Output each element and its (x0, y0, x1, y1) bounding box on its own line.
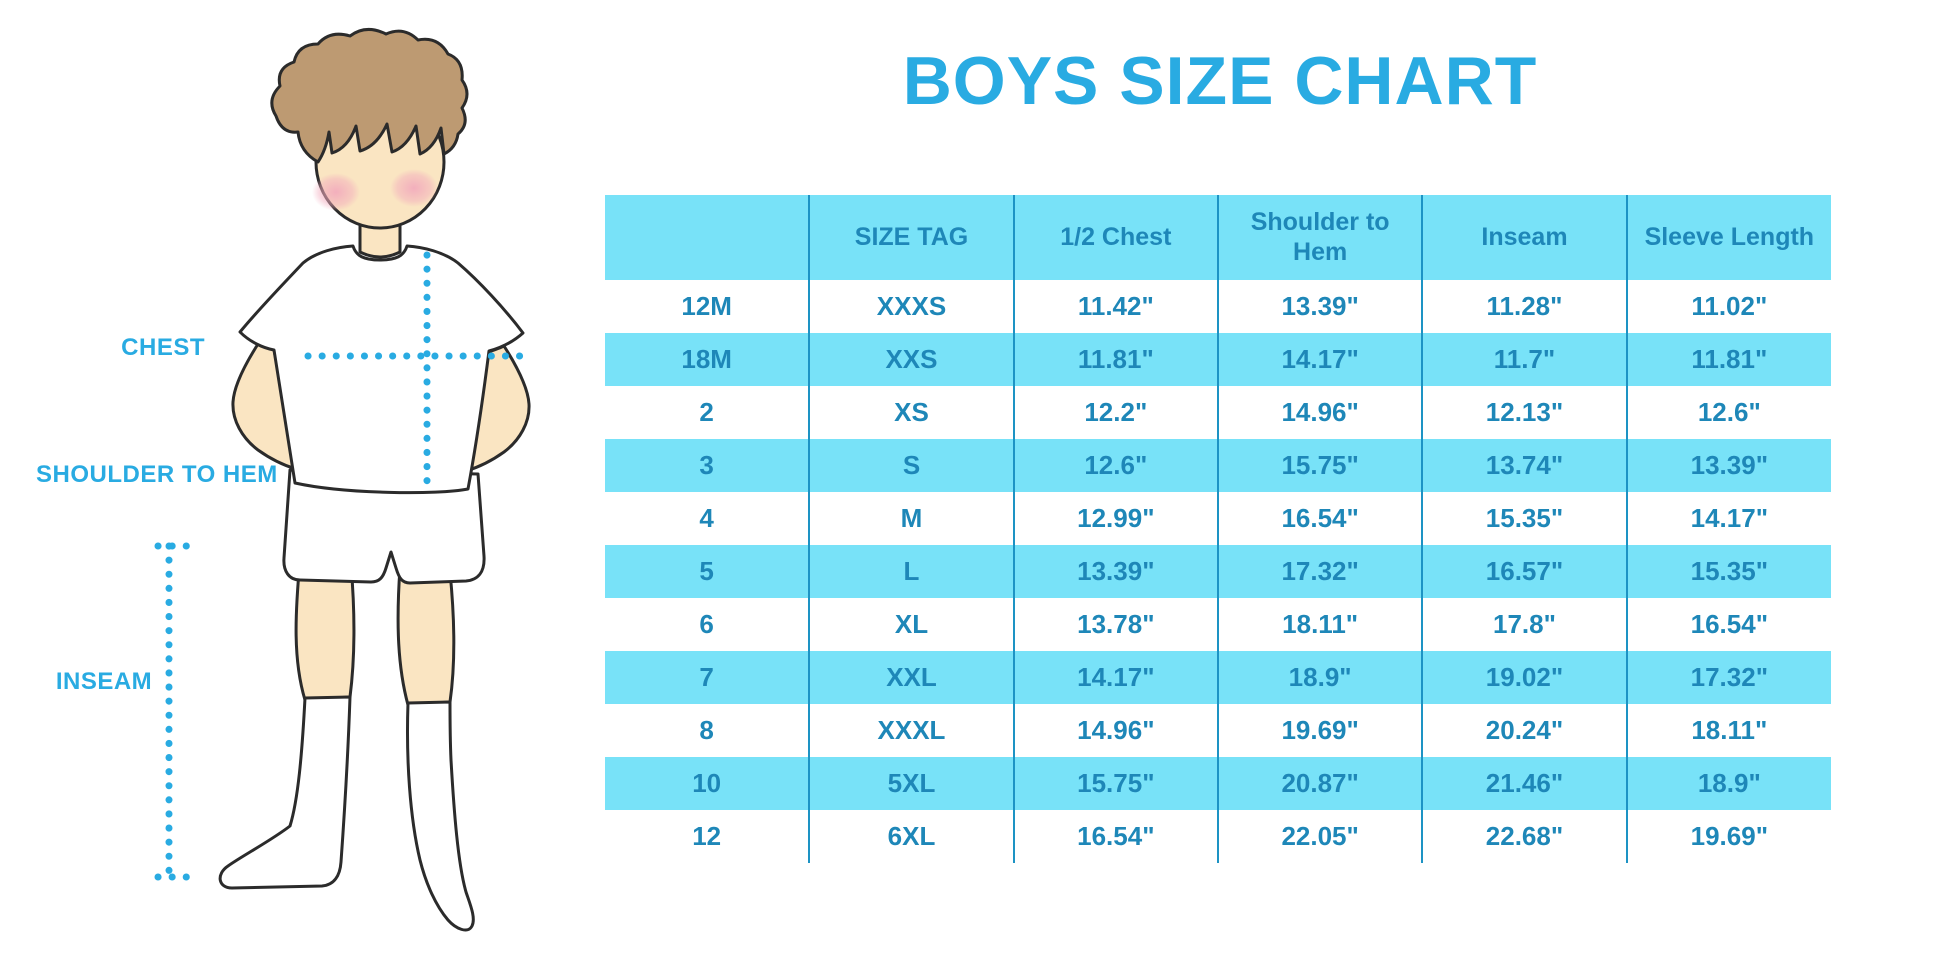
table-cell: M (808, 492, 1014, 545)
boy-illustration (154, 28, 531, 932)
table-cell: 16.54" (1012, 810, 1218, 863)
table-cell: 15.75" (1216, 439, 1423, 492)
boy-arms (231, 342, 531, 473)
table-cell: 12.6" (1012, 439, 1218, 492)
table-cell: 18.11" (1625, 704, 1831, 757)
table-cell: XXL (808, 651, 1014, 704)
table-cell: 5 (605, 545, 810, 598)
table-row: 18M XXS 11.81" 14.17" 11.7" 11.81" (605, 333, 1831, 386)
table-cell: 20.87" (1216, 757, 1423, 810)
table-cell: XS (808, 386, 1014, 439)
table-cell: 13.39" (1625, 439, 1831, 492)
column-header-half-chest: 1/2 Chest (1012, 195, 1218, 280)
table-cell: 11.81" (1625, 333, 1831, 386)
column-header-shoulder-to-hem: Shoulder to Hem (1216, 195, 1423, 280)
boy-tshirt (238, 244, 525, 495)
table-cell: 5XL (808, 757, 1014, 810)
table-cell: 6XL (808, 810, 1014, 863)
page-title: BOYS SIZE CHART (902, 43, 1538, 119)
chest-label: CHEST (121, 334, 205, 361)
table-row: 5 L 13.39" 17.32" 16.57" 15.35" (605, 545, 1831, 598)
table-cell: 7 (605, 651, 810, 704)
table-cell: 12.13" (1421, 386, 1627, 439)
table-row: 8 XXXL 14.96" 19.69" 20.24" 18.11" (605, 704, 1831, 757)
table-cell: XXXS (808, 280, 1014, 333)
table-cell: 18M (605, 333, 810, 386)
table-cell: 16.57" (1421, 545, 1627, 598)
table-row: 4 M 12.99" 16.54" 15.35" 14.17" (605, 492, 1831, 545)
boy-legs (294, 558, 456, 707)
table-cell: 12.2" (1012, 386, 1218, 439)
column-header-size (605, 195, 810, 280)
table-cell: 17.8" (1421, 598, 1627, 651)
table-cell: 19.69" (1216, 704, 1423, 757)
table-cell: 13.39" (1216, 280, 1423, 333)
column-header-inseam: Inseam (1421, 195, 1627, 280)
table-row: 12M XXXS 11.42" 13.39" 11.28" 11.02" (605, 280, 1831, 333)
table-row: 6 XL 13.78" 18.11" 17.8" 16.54" (605, 598, 1831, 651)
table-cell: 18.9" (1625, 757, 1831, 810)
table-cell: 18.11" (1216, 598, 1423, 651)
table-cell: 18.9" (1216, 651, 1423, 704)
table-cell: 8 (699, 715, 714, 745)
table-cell: 17.32" (1625, 651, 1831, 704)
table-cell: 3 (605, 439, 810, 492)
table-cell: 12M (681, 291, 732, 321)
table-cell: 11.02" (1625, 280, 1831, 333)
table-cell: 11.42" (1012, 280, 1218, 333)
table-cell: 13.78" (1012, 598, 1218, 651)
table-cell: 12.99" (1012, 492, 1218, 545)
column-header-size-tag: SIZE TAG (808, 195, 1014, 280)
table-cell: 16.54" (1625, 598, 1831, 651)
table-cell: 13.74" (1421, 439, 1627, 492)
table-cell: 16.54" (1216, 492, 1423, 545)
table-cell: XXS (808, 333, 1014, 386)
table-cell: L (808, 545, 1014, 598)
table-cell: 6 (699, 609, 714, 639)
table-row: 12 6XL 16.54" 22.05" 22.68" 19.69" (605, 810, 1831, 863)
inseam-label: INSEAM (55, 668, 153, 695)
table-cell: 15.75" (1012, 757, 1218, 810)
table-cell: 19.69" (1625, 810, 1831, 863)
table-cell: S (808, 439, 1014, 492)
table-row: 3 S 12.6" 15.75" 13.74" 13.39" (605, 439, 1831, 492)
table-cell: 4 (699, 503, 714, 533)
table-cell: 12 (692, 821, 722, 851)
table-cell: 22.05" (1216, 810, 1423, 863)
table-cell: 13.39" (1012, 545, 1218, 598)
table-cell: 14.96" (1216, 386, 1423, 439)
column-header-sleeve-length: Sleeve Length (1625, 195, 1831, 280)
table-cell: 14.17" (1216, 333, 1423, 386)
table-cell: 19.02" (1421, 651, 1627, 704)
table-cell: 11.81" (1012, 333, 1218, 386)
size-chart-table: SIZE TAG 1/2 Chest Shoulder to Hem Insea… (605, 195, 1831, 863)
boy-shorts (282, 468, 486, 585)
table-row: 2 XS 12.2" 14.96" 12.13" 12.6" (605, 386, 1831, 439)
boy-blush (312, 169, 438, 211)
table-cell: 15.35" (1421, 492, 1627, 545)
table-cell: 14.17" (1625, 492, 1831, 545)
shoulder-to-hem-label: SHOULDER TO HEM (36, 461, 278, 488)
table-cell: 17.32" (1216, 545, 1423, 598)
boy-hair (270, 28, 469, 164)
table-cell: 11.28" (1421, 280, 1627, 333)
table-row: 10 5XL 15.75" 20.87" 21.46" 18.9" (605, 757, 1831, 810)
table-row: 7 XXL 14.17" 18.9" 19.02" 17.32" (605, 651, 1831, 704)
table-cell: 21.46" (1421, 757, 1627, 810)
table-cell: 22.68" (1421, 810, 1627, 863)
table-cell: 12.6" (1625, 386, 1831, 439)
header-row: SIZE TAG 1/2 Chest Shoulder to Hem Insea… (605, 195, 1831, 280)
table-cell: 14.96" (1012, 704, 1218, 757)
table-cell: 14.17" (1012, 651, 1218, 704)
table-cell: 2 (699, 397, 714, 427)
table-cell: 15.35" (1625, 545, 1831, 598)
boy-socks (218, 695, 475, 932)
table-cell: XL (808, 598, 1014, 651)
table-cell: 10 (605, 757, 810, 810)
table-cell: 20.24" (1421, 704, 1627, 757)
table-cell: 11.7" (1421, 333, 1627, 386)
table-cell: XXXL (808, 704, 1014, 757)
